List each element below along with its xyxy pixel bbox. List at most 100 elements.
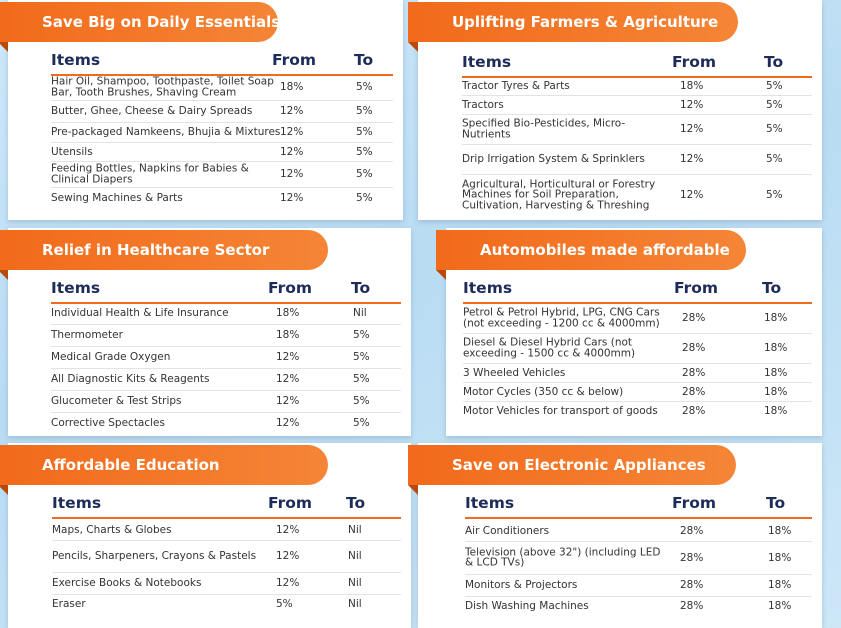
row-item: Drip Irrigation System & Sprinklers [462, 152, 645, 165]
row-item: Air Conditioners [465, 524, 550, 537]
row-to-rate: Nil [348, 550, 362, 562]
row-to-rate: 5% [353, 373, 370, 385]
row-item: Pre-packaged Namkeens, Bhujia & Mixtures [51, 125, 281, 138]
row-item: Exercise Books & Notebooks [52, 576, 202, 589]
row-item: Pencils, Sharpeners, Crayons & Pastels [52, 549, 257, 562]
table-row: Individual Health & Life Insurance 18% Nil [51, 302, 401, 325]
row-item: Tractors [462, 98, 504, 111]
row-to-rate: 5% [766, 188, 783, 201]
table-row: Diesel & Diesel Hybrid Cars (not exceedi… [463, 333, 812, 364]
row-to-rate: 5% [356, 105, 373, 117]
header-from: From [272, 51, 317, 69]
card-daily-essentials: Save Big on Daily Essentials Items From To H… [0, 0, 403, 220]
row-from-rate: 28% [680, 579, 704, 591]
table-row: Butter, Ghee, Cheese & Dairy Spreads 12% 5… [51, 100, 393, 123]
table-row: 3 Wheeled Vehicles 28% 18% [463, 363, 812, 383]
table-row: Tractor Tyres & Parts 18% 5% [462, 76, 812, 96]
row-from-rate: 12% [276, 395, 300, 407]
row-to-rate: 18% [764, 385, 788, 398]
row-from-rate: 18% [280, 81, 304, 93]
row-to-rate: 5% [353, 351, 370, 363]
row-to-rate: 5% [353, 417, 370, 429]
header-to: To [762, 279, 782, 297]
table-row: Glucometer & Test Strips 12% 5% [51, 390, 401, 413]
table-header: Items From To [51, 48, 393, 76]
row-to-rate: 18% [768, 524, 792, 537]
row-item: Individual Health & Life Insurance [51, 306, 229, 319]
card-education: Affordable Education Items From To Maps, Cha… [0, 443, 411, 628]
table-header: Items From To [52, 491, 401, 519]
table-row: Hair Oil, Shampoo, Toothpaste, Toilet So… [51, 74, 393, 101]
row-from-rate: 12% [280, 191, 304, 204]
header-from: From [672, 53, 717, 71]
row-item: Specified Bio-Pesticides, Micro-Nutrient… [462, 117, 626, 140]
row-item: Eraser [52, 597, 86, 610]
header-from: From [268, 279, 313, 297]
row-item: Dish Washing Machines [465, 599, 589, 612]
row-from-rate: 12% [276, 417, 300, 429]
row-to-rate: 18% [764, 366, 788, 379]
row-to-rate: 18% [764, 312, 788, 324]
header-to: To [351, 279, 371, 297]
table-row: Drip Irrigation System & Sprinklers 12% 5% [462, 144, 812, 175]
table-row: Motor Vehicles for transport of goods 28%… [463, 401, 812, 421]
row-to-rate: Nil [348, 577, 362, 589]
row-item: Hair Oil, Shampoo, Toothpaste, Toilet So… [51, 75, 274, 98]
row-to-rate: 18% [764, 405, 788, 417]
row-from-rate: 28% [682, 385, 706, 398]
row-to-rate: 5% [766, 98, 783, 111]
table-header: Items From To [463, 276, 812, 304]
row-from-rate: 12% [276, 550, 300, 562]
table-row: Eraser 5% Nil [52, 594, 401, 613]
row-item: Feeding Bottles, Napkins for Babies & Cl… [51, 162, 249, 185]
header-from: From [268, 494, 313, 512]
row-to-rate: Nil [348, 524, 362, 536]
row-item: Medical Grade Oxygen [51, 350, 171, 363]
row-from-rate: 28% [680, 600, 704, 612]
row-to-rate: 5% [766, 153, 783, 165]
header-from: From [674, 279, 719, 297]
section-title: Automobiles made affordable [436, 230, 746, 280]
table-row: Television (above 32") (including LED & … [465, 541, 812, 575]
row-to-rate: Nil [348, 597, 362, 610]
table-row: Utensils 12% 5% [51, 142, 393, 162]
header-to: To [354, 51, 374, 69]
row-to-rate: 5% [353, 329, 370, 341]
header-from: From [672, 494, 717, 512]
table-header: Items From To [462, 50, 812, 78]
row-to-rate: 5% [356, 168, 373, 180]
row-from-rate: 5% [276, 597, 293, 610]
card-healthcare: Relief in Healthcare Sector Items From To In… [0, 228, 411, 436]
header-to: To [764, 53, 784, 71]
row-item: Agricultural, Horticultural or Forestry … [462, 177, 656, 211]
row-from-rate: 28% [680, 524, 704, 537]
table-header: Items From To [465, 491, 812, 519]
row-from-rate: 12% [680, 188, 704, 201]
row-item: All Diagnostic Kits & Reagents [51, 372, 210, 385]
row-to-rate: 5% [356, 81, 373, 93]
row-item: Television (above 32") (including LED & … [465, 546, 661, 569]
section-title: Save on Electronic Appliances [408, 445, 736, 495]
row-item: Motor Cycles (350 cc & below) [463, 385, 624, 398]
header-to: To [766, 494, 786, 512]
row-from-rate: 12% [680, 98, 704, 111]
row-to-rate: 5% [766, 123, 783, 135]
table-row: Feeding Bottles, Napkins for Babies & Cl… [51, 161, 393, 188]
row-from-rate: 28% [682, 405, 706, 417]
row-from-rate: 12% [280, 168, 304, 180]
row-from-rate: 28% [680, 551, 704, 564]
row-to-rate: 5% [356, 145, 373, 158]
section-title: Save Big on Daily Essentials [0, 2, 280, 52]
row-from-rate: 12% [276, 351, 300, 363]
row-item: Tractor Tyres & Parts [462, 79, 570, 92]
table-row: Air Conditioners 28% 18% [465, 520, 812, 542]
row-item: Motor Vehicles for transport of goods [463, 404, 658, 417]
header-items: Items [51, 51, 101, 69]
table-row: Petrol & Petrol Hybrid, LPG, CNG Cars (n… [463, 303, 812, 334]
row-to-rate: 5% [353, 395, 370, 407]
table-row: Exercise Books & Notebooks 12% Nil [52, 572, 401, 595]
row-item: Utensils [51, 145, 93, 158]
row-from-rate: 12% [276, 524, 300, 536]
row-from-rate: 12% [680, 153, 704, 165]
row-to-rate: 5% [766, 79, 783, 92]
